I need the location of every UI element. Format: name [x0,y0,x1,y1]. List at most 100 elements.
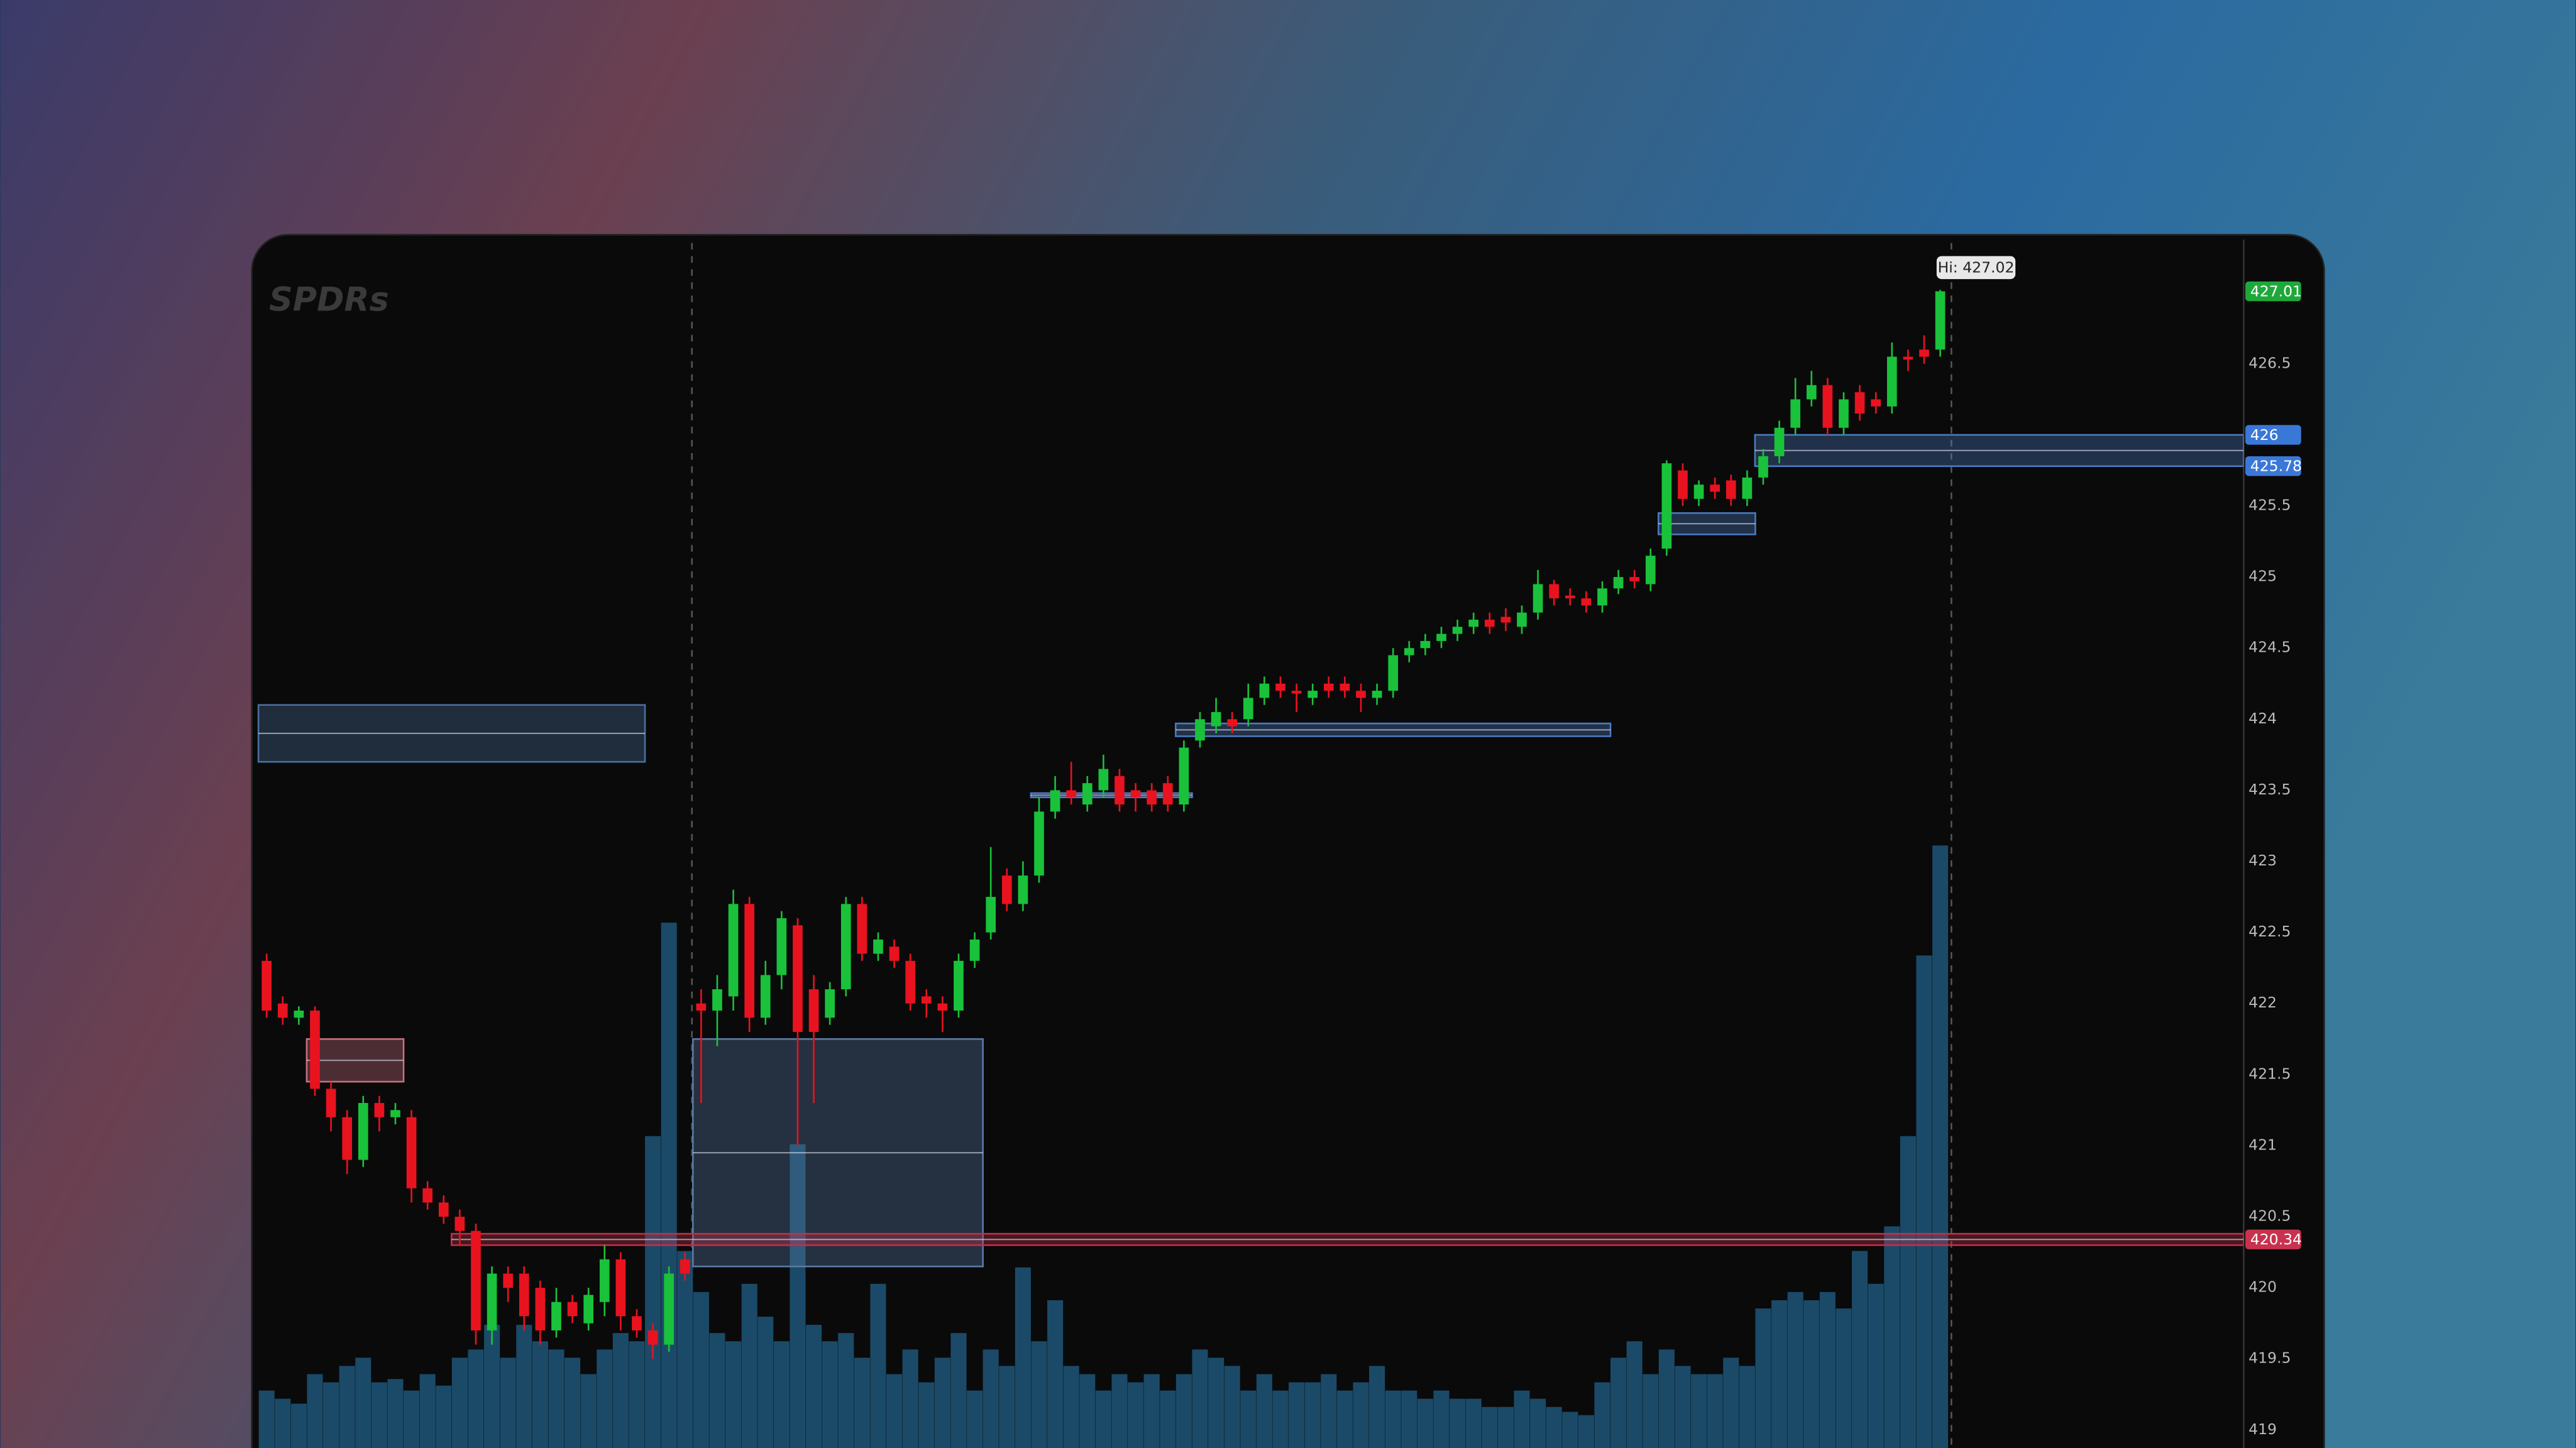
volume-bar [1868,1283,1884,1448]
candle-body [615,1259,626,1317]
volume-bar [725,1341,742,1448]
price-tag [2245,456,2301,476]
price-tag [2245,281,2301,302]
candle-body [1886,356,1897,407]
volume-bar [1884,1226,1900,1448]
volume-bar [1578,1415,1594,1448]
candle-body [358,1103,368,1160]
candle-body [1742,477,1753,499]
candle-body [954,960,964,1011]
volume-bar [612,1333,629,1448]
candle-body [1323,683,1334,691]
candle-body [438,1202,449,1217]
candle-body [1790,399,1801,428]
callout-box [1936,256,2016,280]
volume-bar [677,1251,693,1448]
volume-bar [1819,1292,1836,1448]
volume-bar [757,1317,774,1448]
y-tick-label: 419 [2248,1420,2277,1438]
candle-body [471,1231,481,1330]
volume-bar [1015,1267,1031,1448]
volume-bar [532,1341,548,1448]
candle-body [1243,698,1253,720]
window [251,234,2325,1448]
candle-body [1436,634,1446,641]
volume-bar [323,1382,339,1448]
y-tick-label: 423.5 [2248,781,2291,798]
candle-body [535,1288,546,1330]
y-tick-label: 422.5 [2248,923,2291,940]
y-tick-label: 422 [2248,994,2277,1011]
volume-bar [1417,1398,1433,1448]
volume-bar [854,1358,870,1448]
high-callout: Hi: 427.02 [1936,256,2016,280]
candle-body [793,925,803,1032]
y-tick-label: 424.5 [2248,639,2291,656]
volume-bar [1610,1358,1627,1448]
candle-body [937,1003,948,1011]
volume-bar [1514,1390,1530,1448]
candle-body [390,1110,400,1117]
volume-bar [1530,1398,1546,1448]
y-tick-label: 425 [2248,568,2277,585]
candle-body [1066,790,1077,798]
candle-body [647,1330,658,1345]
volume-bar [1852,1251,1868,1448]
volume-bar [1047,1300,1064,1448]
candle-body [664,1273,674,1345]
candle-body [1018,875,1028,904]
candle-body [1388,655,1399,691]
volume-bar [1224,1366,1240,1448]
candle-body [857,904,867,954]
candle-body [776,918,787,975]
volume-bar [693,1292,709,1448]
candle-body [261,960,272,1011]
volume-bar [404,1390,420,1448]
candle-body [1661,463,1672,549]
volume-bar [709,1333,725,1448]
volume-bar [773,1341,790,1448]
y-tick-label: 421 [2248,1136,2277,1153]
volume-bar [967,1390,983,1448]
candle-body [1549,584,1560,599]
volume-bar [1739,1366,1755,1448]
volume-bar [1932,845,1949,1448]
volume-bar [307,1374,323,1448]
volume-bar [1240,1390,1257,1448]
price-tag [2245,1229,2301,1249]
candle-body [1822,385,1833,428]
volume-bar [806,1325,822,1448]
volume-bar [1272,1390,1289,1448]
candle-body [680,1259,690,1274]
candle-body [712,989,722,1011]
volume-layer [258,845,1949,1448]
volume-bar [1658,1349,1675,1448]
volume-bar [1369,1366,1385,1448]
candle-body [1919,349,1929,357]
volume-bar [1755,1308,1771,1448]
candle-body [889,946,900,961]
volume-bar [564,1358,581,1448]
volume-bar [1143,1374,1160,1448]
volume-bar [451,1358,468,1448]
candle-body [1903,356,1913,360]
candle-body [1227,719,1238,727]
volume-bar [1562,1412,1578,1448]
volume-bar [950,1333,967,1448]
volume-bar [1401,1390,1417,1448]
price-tag-label: 425.78 [2250,458,2302,475]
volume-bar [516,1325,532,1448]
y-tick-label: 424 [2248,710,2277,727]
volume-bar [741,1283,757,1448]
zone-layer [257,434,2244,1268]
candle-body [326,1089,336,1117]
volume-bar [1803,1300,1820,1448]
candle-body [1211,712,1221,727]
volume-bar [1192,1349,1208,1448]
volume-bar [1707,1374,1723,1448]
volume-bar [1160,1390,1176,1448]
logo: SPDRs [269,282,389,319]
volume-bar [629,1341,645,1448]
volume-bar [436,1385,452,1448]
